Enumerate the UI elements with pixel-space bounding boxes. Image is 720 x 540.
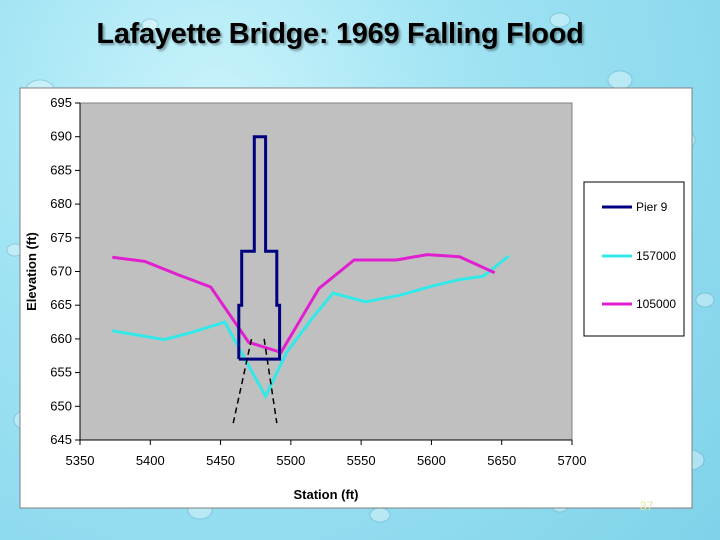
x-tick-label: 5650 xyxy=(487,453,516,468)
y-tick-label: 675 xyxy=(50,230,72,245)
scour-dashed-line xyxy=(232,338,253,424)
y-tick-label: 685 xyxy=(50,162,72,177)
plot-area xyxy=(79,102,573,441)
y-tick-label: 665 xyxy=(50,297,72,312)
y-tick-label: 655 xyxy=(50,365,72,380)
y-tick-label: 690 xyxy=(50,129,72,144)
annotation-layer xyxy=(232,338,278,424)
series-line-157000 xyxy=(112,254,510,400)
x-tick-label: 5600 xyxy=(417,453,446,468)
legend-box xyxy=(583,181,685,337)
x-tick-label: 5550 xyxy=(347,453,376,468)
slide-title: Lafayette Bridge: 1969 Falling Flood xyxy=(96,18,584,50)
y-axis-title: Elevation (ft) xyxy=(24,232,39,311)
x-tick-label: 5400 xyxy=(136,453,165,468)
y-tick-label: 650 xyxy=(50,398,72,413)
legend-label: Pier 9 xyxy=(636,200,668,214)
series-line-105000 xyxy=(112,253,496,355)
x-axis: 5350 5400 5450 5500 5550 5600 5650 5700 xyxy=(66,439,587,468)
y-axis: 645 650 655 660 665 670 675 680 685 690 695 xyxy=(50,95,81,447)
legend: Pier 9 157000 105000 xyxy=(583,181,685,337)
x-tick-label: 5350 xyxy=(66,453,95,468)
x-tick-label: 5700 xyxy=(558,453,587,468)
y-tick-label: 645 xyxy=(50,432,72,447)
series-line-pier-9 xyxy=(237,135,282,361)
legend-label: 157000 xyxy=(636,249,676,263)
x-axis-title: Station (ft) xyxy=(294,487,359,502)
legend-label: 105000 xyxy=(636,297,676,311)
y-tick-label: 670 xyxy=(50,264,72,279)
series-layer xyxy=(112,135,510,400)
x-tick-label: 5450 xyxy=(206,453,235,468)
y-tick-label: 660 xyxy=(50,331,72,346)
scour-dashed-line xyxy=(263,338,278,424)
y-tick-label: 680 xyxy=(50,196,72,211)
page-number: 37 xyxy=(640,499,654,513)
x-tick-label: 5500 xyxy=(276,453,305,468)
y-tick-label: 695 xyxy=(50,95,72,110)
